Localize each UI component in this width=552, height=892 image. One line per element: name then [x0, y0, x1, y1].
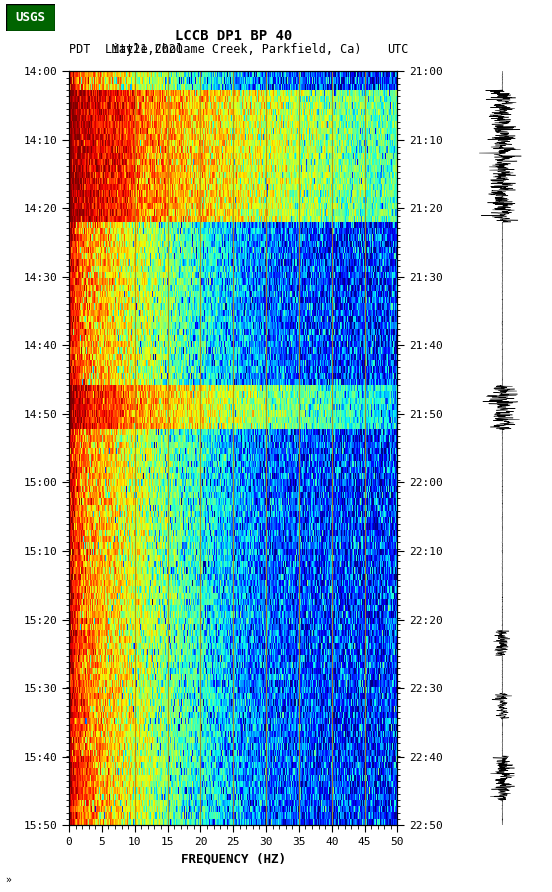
Text: »: »: [6, 875, 12, 885]
Text: Little Cholame Creek, Parkfield, Ca): Little Cholame Creek, Parkfield, Ca): [105, 44, 362, 56]
Text: ≡: ≡: [6, 12, 17, 27]
Text: UTC: UTC: [387, 44, 408, 56]
Text: USGS: USGS: [15, 12, 45, 24]
Text: LCCB DP1 BP 40: LCCB DP1 BP 40: [174, 29, 292, 43]
X-axis label: FREQUENCY (HZ): FREQUENCY (HZ): [181, 853, 286, 865]
Text: PDT   May21,2020: PDT May21,2020: [69, 44, 183, 56]
FancyBboxPatch shape: [6, 4, 55, 31]
